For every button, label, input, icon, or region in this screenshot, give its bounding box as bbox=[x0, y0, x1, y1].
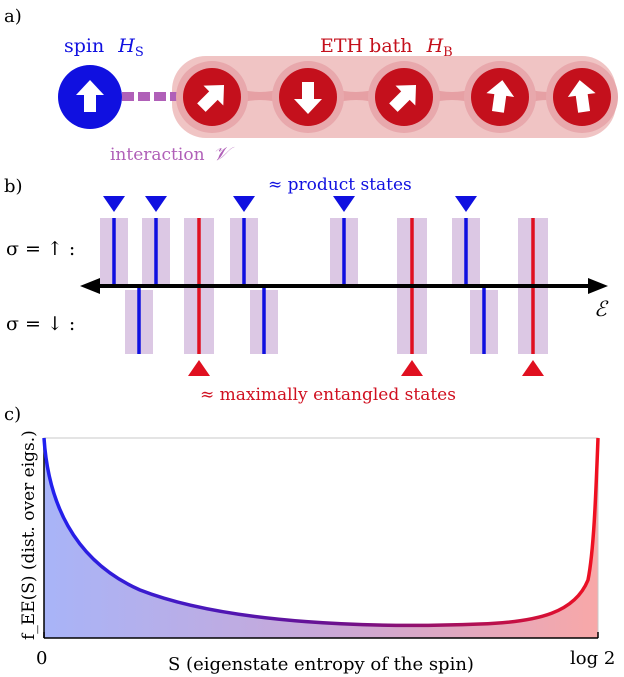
energy-axis-label: ℰ bbox=[594, 297, 609, 321]
bath-symbol: H bbox=[426, 35, 444, 57]
bath-site-1 bbox=[176, 61, 248, 133]
bath-title: ETH bath HB bbox=[320, 35, 453, 60]
panel-a-label: a) bbox=[4, 6, 22, 27]
entangled-state-markers bbox=[188, 360, 544, 376]
svg-text:ETH bath HB: ETH bath HB bbox=[320, 35, 453, 60]
spin-node bbox=[58, 65, 122, 129]
blue-marker bbox=[455, 196, 477, 212]
bath-site-2 bbox=[272, 61, 344, 133]
y-axis-label: f_EE(S) (dist. over eigs.) bbox=[19, 430, 39, 640]
red-marker bbox=[401, 360, 423, 376]
row-up-label: σ = ↑ : bbox=[6, 238, 75, 260]
svg-text:interaction 𝒱: interaction 𝒱 bbox=[110, 143, 235, 165]
x-min-label: 0 bbox=[36, 648, 47, 669]
x-axis-label: S (eigenstate entropy of the spin) bbox=[168, 654, 474, 675]
interaction-label: interaction bbox=[110, 145, 205, 165]
blue-marker bbox=[233, 196, 255, 212]
spin-symbol: H bbox=[117, 35, 135, 57]
x-max-label: log 2 bbox=[570, 648, 615, 669]
svg-text:spin HS: spin HS bbox=[64, 35, 144, 60]
bath-site-3 bbox=[368, 61, 440, 133]
red-marker bbox=[188, 360, 210, 376]
energy-axis bbox=[80, 278, 608, 294]
spin-sub: S bbox=[135, 45, 144, 60]
bath-label: ETH bath bbox=[320, 35, 413, 57]
spin-title: spin HS bbox=[64, 35, 144, 60]
bath-site-4 bbox=[464, 61, 536, 133]
interaction-title: interaction 𝒱 bbox=[110, 143, 235, 165]
distribution-fill bbox=[44, 438, 598, 638]
distribution-plot bbox=[42, 437, 600, 639]
row-down-label: σ = ↓ : bbox=[6, 313, 75, 335]
bath-site-5 bbox=[546, 61, 618, 133]
panel-b-label: b) bbox=[4, 176, 23, 197]
entangled-states-note: ≈ maximally entangled states bbox=[200, 385, 456, 405]
interaction-link bbox=[122, 92, 180, 101]
interaction-symbol: 𝒱 bbox=[213, 143, 235, 165]
product-states-note: ≈ product states bbox=[268, 175, 412, 195]
blue-marker bbox=[103, 196, 125, 212]
red-marker bbox=[522, 360, 544, 376]
blue-marker bbox=[145, 196, 167, 212]
product-state-markers bbox=[103, 196, 477, 212]
panel-c-label: c) bbox=[4, 404, 21, 425]
spin-label: spin bbox=[64, 35, 104, 57]
distribution-curve bbox=[42, 437, 600, 628]
bath-sub: B bbox=[443, 45, 453, 60]
blue-marker bbox=[333, 196, 355, 212]
